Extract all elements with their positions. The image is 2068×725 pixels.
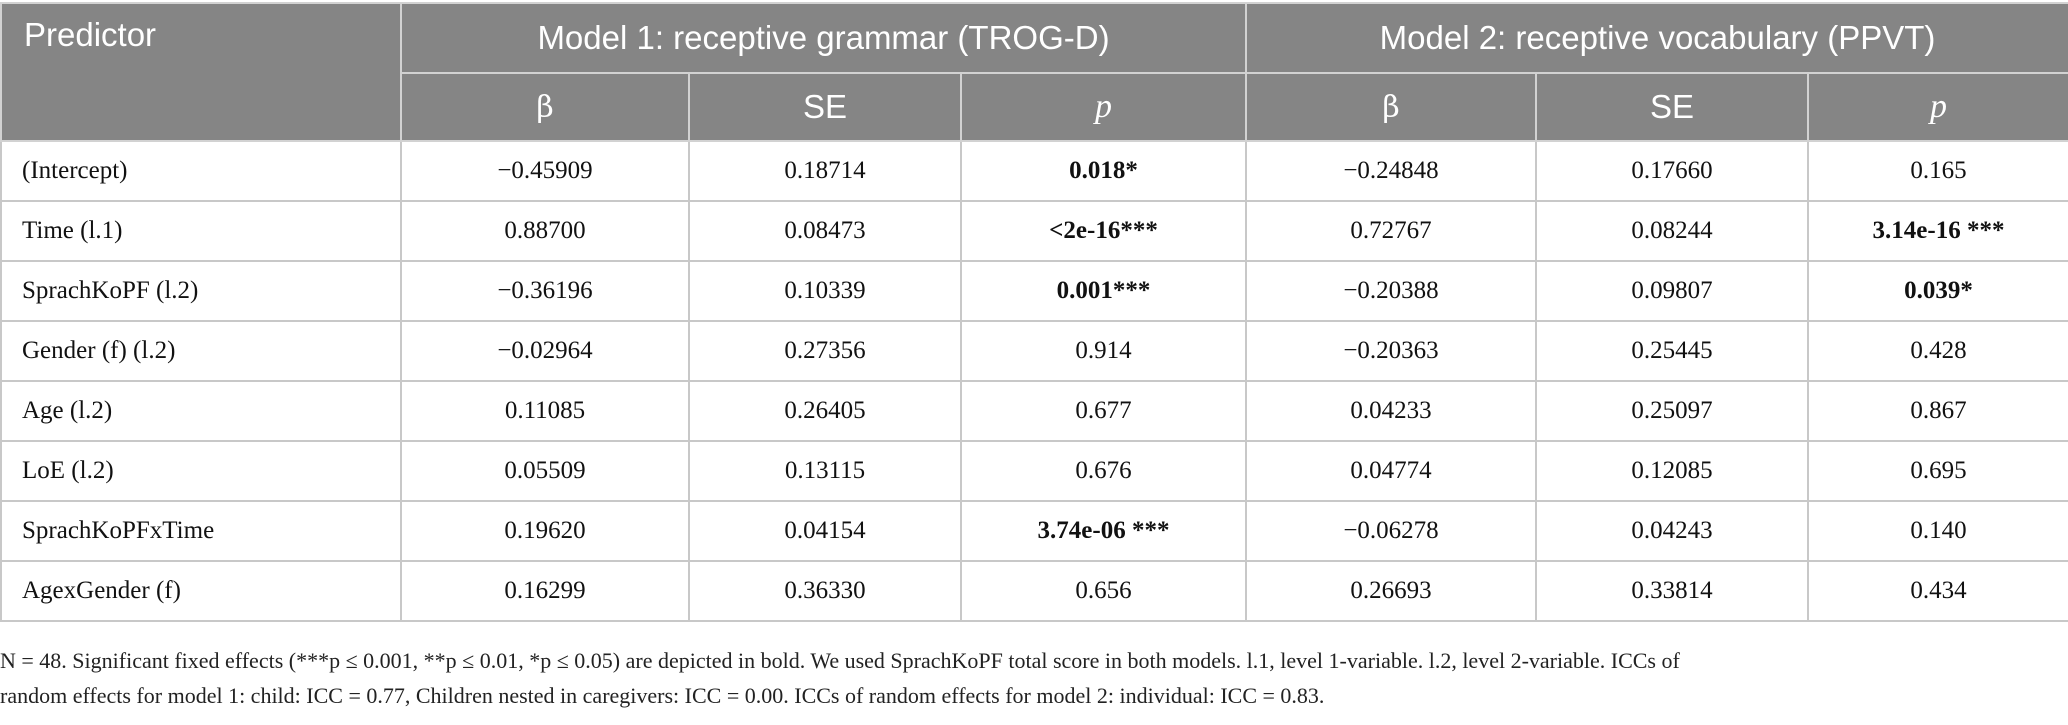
model2-p-cell: 0.695 [1806,440,2068,502]
model2-se-cell: 0.25445 [1535,320,1809,382]
model1-p-cell: 0.656 [960,560,1247,622]
model2-beta-cell: −0.20388 [1245,260,1537,322]
model1-se-cell: 0.18714 [688,140,962,202]
model2-p-cell: 0.140 [1806,500,2068,562]
table-row: Age (l.2) 0.11085 0.26405 0.677 0.04233 … [0,380,2068,442]
results-table: Predictor Model 1: receptive grammar (TR… [0,2,2068,622]
table-row: SprachKoPF (l.2) −0.36196 0.10339 0.001*… [0,260,2068,322]
model1-beta-cell: −0.02964 [400,320,690,382]
model1-p-cell: 0.018* [960,140,1247,202]
model2-p-header: p [1806,72,2068,142]
model1-p-cell: 0.677 [960,380,1247,442]
model1-se-cell: 0.26405 [688,380,962,442]
model2-header: Model 2: receptive vocabulary (PPVT) [1244,2,2068,74]
model1-p-cell: 0.001*** [960,260,1247,322]
model1-se-cell: 0.27356 [688,320,962,382]
predictor-cell: SprachKoPFxTime [0,500,402,562]
model1-beta-cell: 0.88700 [400,200,690,262]
model2-beta-cell: −0.06278 [1245,500,1537,562]
model1-beta-header: β [400,72,690,142]
table-row: Gender (f) (l.2) −0.02964 0.27356 0.914 … [0,320,2068,382]
table-footnote: N = 48. Significant fixed effects (***p … [0,643,2068,713]
predictor-cell: (Intercept) [0,140,402,202]
model1-header: Model 1: receptive grammar (TROG-D) [400,2,1247,74]
table-row: AgexGender (f) 0.16299 0.36330 0.656 0.2… [0,560,2068,622]
model1-p-cell: <2e-16*** [960,200,1247,262]
predictor-cell: SprachKoPF (l.2) [0,260,402,322]
model2-beta-header: β [1245,72,1537,142]
table-row: SprachKoPFxTime 0.19620 0.04154 3.74e-06… [0,500,2068,562]
model1-se-cell: 0.08473 [688,200,962,262]
predictor-cell: Age (l.2) [0,380,402,442]
model1-se-cell: 0.10339 [688,260,962,322]
model1-p-cell: 3.74e-06 *** [960,500,1247,562]
model2-beta-cell: 0.04233 [1245,380,1537,442]
model1-beta-cell: 0.05509 [400,440,690,502]
model1-beta-cell: 0.16299 [400,560,690,622]
table-body: (Intercept) −0.45909 0.18714 0.018* −0.2… [0,140,2068,622]
model2-se-cell: 0.12085 [1535,440,1809,502]
model1-beta-cell: −0.45909 [400,140,690,202]
table-header: Predictor Model 1: receptive grammar (TR… [0,2,2068,142]
table-row: (Intercept) −0.45909 0.18714 0.018* −0.2… [0,140,2068,202]
model2-beta-cell: −0.24848 [1245,140,1537,202]
model1-beta-cell: 0.11085 [400,380,690,442]
predictor-cell: AgexGender (f) [0,560,402,622]
model2-beta-cell: 0.04774 [1245,440,1537,502]
predictor-cell: Time (l.1) [0,200,402,262]
model1-se-cell: 0.04154 [688,500,962,562]
predictor-cell: LoE (l.2) [0,440,402,502]
model1-beta-cell: 0.19620 [400,500,690,562]
header-row-stats: β SE p β SE p [1,72,2068,142]
model1-se-cell: 0.36330 [688,560,962,622]
model2-se-cell: 0.08244 [1535,200,1809,262]
footnote-line: random effects for model 1: child: ICC =… [0,683,1325,708]
model2-se-cell: 0.09807 [1535,260,1809,322]
model1-beta-cell: −0.36196 [400,260,690,322]
model2-beta-cell: 0.72767 [1245,200,1537,262]
model2-p-cell: 3.14e-16 *** [1806,200,2068,262]
model2-p-cell: 0.428 [1806,320,2068,382]
model2-p-cell: 0.434 [1806,560,2068,622]
model2-beta-cell: −0.20363 [1245,320,1537,382]
model1-se-cell: 0.13115 [688,440,962,502]
model2-se-cell: 0.33814 [1535,560,1809,622]
model2-se-cell: 0.17660 [1535,140,1809,202]
model2-se-header: SE [1535,72,1809,142]
model2-beta-cell: 0.26693 [1245,560,1537,622]
model2-se-cell: 0.25097 [1535,380,1809,442]
footnote-line: N = 48. Significant fixed effects (***p … [0,648,1680,673]
predictor-header: Predictor [0,2,402,142]
model2-p-cell: 0.039* [1806,260,2068,322]
header-row-models: Predictor Model 1: receptive grammar (TR… [0,2,2068,142]
model1-se-header: SE [688,72,962,142]
model1-p-header: p [960,72,1247,142]
model2-p-cell: 0.165 [1806,140,2068,202]
model1-p-cell: 0.914 [960,320,1247,382]
model2-p-cell: 0.867 [1806,380,2068,442]
model2-se-cell: 0.04243 [1535,500,1809,562]
table-row: Time (l.1) 0.88700 0.08473 <2e-16*** 0.7… [0,200,2068,262]
model1-p-cell: 0.676 [960,440,1247,502]
table-row: LoE (l.2) 0.05509 0.13115 0.676 0.04774 … [0,440,2068,502]
predictor-cell: Gender (f) (l.2) [0,320,402,382]
